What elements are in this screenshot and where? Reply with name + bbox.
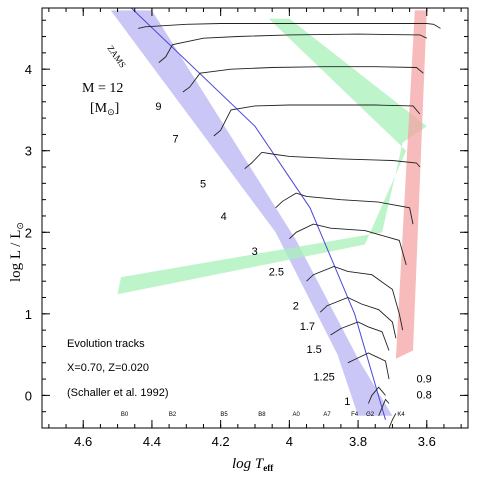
mass-labels-layer: 9 7 5 4 3 2.5 21.7 1.5 1.25 1 0.9 0.8 xyxy=(155,101,431,408)
mass-header: M = 12 xyxy=(82,81,123,96)
y-axis-label-main: log L / L xyxy=(8,230,24,282)
ticks-layer: 4.6 4.4 4.2 4 3.8 3.6 0 1 2 3 4 xyxy=(25,8,468,449)
y-tick-label: 3 xyxy=(25,144,32,159)
track-1.25 xyxy=(347,352,390,380)
track-4 xyxy=(244,151,421,170)
track-3 xyxy=(275,192,414,225)
spectral-type-a0: A0 xyxy=(293,412,301,418)
annotation-title: Evolution tracks xyxy=(67,338,145,350)
mass-label-2.5: 2.5 xyxy=(269,267,284,279)
mass-label-1.7: 1.7 xyxy=(300,321,315,333)
track-1 xyxy=(367,386,386,404)
spectral-type-b5: B5 xyxy=(220,412,228,418)
y-axis-label: log L / L⊙ xyxy=(8,222,25,282)
y-tick-label: 4 xyxy=(25,62,32,77)
track-2 xyxy=(306,266,404,331)
tracks-layer xyxy=(138,23,441,429)
spectral-type-k4: K4 xyxy=(397,412,405,418)
x-tick-label: 4.6 xyxy=(74,434,92,449)
spectral-types-layer: B0 B2 B5 B8 A0 A7 F4 G2 K4 xyxy=(121,412,406,418)
y-tick-label: 1 xyxy=(25,307,32,322)
y-tick-label: 0 xyxy=(25,388,32,403)
x-tick-label: 4 xyxy=(286,434,293,449)
mass-label-2: 2 xyxy=(293,301,299,313)
mass-label-1: 1 xyxy=(344,396,350,408)
spectral-type-a7: A7 xyxy=(323,412,331,418)
spectral-type-b2: B2 xyxy=(169,412,177,418)
spectral-type-f4: F4 xyxy=(351,412,359,418)
mass-label-1.25: 1.25 xyxy=(313,372,334,384)
y-axis-label-sub: ⊙ xyxy=(15,222,25,230)
x-axis-label-sub: eff xyxy=(263,463,274,473)
track-9 xyxy=(158,33,427,63)
track-12 xyxy=(138,23,441,29)
track-5 xyxy=(213,104,421,137)
band-red-giant xyxy=(395,10,427,359)
x-tick-label: 4.4 xyxy=(143,434,161,449)
annotation-reference: (Schaller et al. 1992) xyxy=(67,387,169,399)
mass-label-0.8: 0.8 xyxy=(417,390,432,402)
mass-label-3: 3 xyxy=(252,246,258,258)
x-tick-label: 3.6 xyxy=(418,434,436,449)
band-main-sequence xyxy=(110,10,393,416)
mass-unit-close: ] xyxy=(115,101,120,116)
track-2.5 xyxy=(289,223,407,266)
track-0.9 xyxy=(378,398,390,416)
spectral-type-g2: G2 xyxy=(366,412,375,418)
spectral-type-b0: B0 xyxy=(121,412,129,418)
x-tick-label: 3.8 xyxy=(349,434,367,449)
mass-unit-sun: ⊙ xyxy=(107,107,115,117)
track-1.5 xyxy=(330,321,390,351)
y-tick-label: 2 xyxy=(25,225,32,240)
band-hertzsprung-gap xyxy=(117,18,427,295)
track-7 xyxy=(182,66,424,93)
mass-label-5: 5 xyxy=(200,178,206,190)
mass-unit: [M⊙] xyxy=(90,101,119,117)
band-layer xyxy=(110,10,427,416)
spectral-type-b8: B8 xyxy=(258,412,266,418)
mass-label-9: 9 xyxy=(155,101,161,113)
track-1.7 xyxy=(319,297,397,339)
zams-line xyxy=(130,7,386,420)
mass-label-7: 7 xyxy=(173,134,179,146)
mass-label-1.5: 1.5 xyxy=(307,344,322,356)
mass-label-0.9: 0.9 xyxy=(417,373,432,385)
annotation-composition: X=0.70, Z=0.020 xyxy=(67,362,149,374)
x-axis-label-main: log T xyxy=(232,456,265,472)
mass-label-4: 4 xyxy=(221,211,227,223)
x-axis-label: log Teff xyxy=(232,456,274,473)
zams-layer xyxy=(130,7,386,420)
x-tick-label: 4.2 xyxy=(212,434,230,449)
track-0.8 xyxy=(388,413,397,429)
zams-label: ZAMS xyxy=(105,43,128,69)
mass-unit-open: [M xyxy=(90,101,108,116)
